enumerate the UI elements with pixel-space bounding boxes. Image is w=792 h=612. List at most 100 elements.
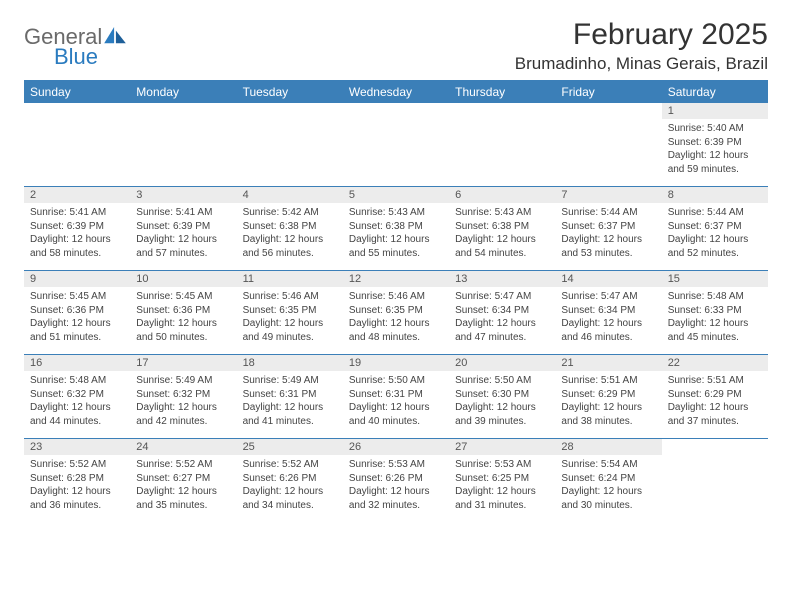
logo-sail-icon [104,27,126,45]
day-details-cell: Sunrise: 5:54 AMSunset: 6:24 PMDaylight:… [555,455,661,522]
sunset-text: Sunset: 6:38 PM [455,220,549,234]
sunset-text: Sunset: 6:39 PM [668,136,762,150]
daylight-text: Daylight: 12 hours and 53 minutes. [561,233,655,260]
sunset-text: Sunset: 6:27 PM [136,472,230,486]
day-number-cell: 16 [24,355,130,372]
sunrise-text: Sunrise: 5:48 AM [30,374,124,388]
sunrise-text: Sunrise: 5:41 AM [30,206,124,220]
daylight-text: Daylight: 12 hours and 52 minutes. [668,233,762,260]
sunset-text: Sunset: 6:29 PM [561,388,655,402]
day-details-cell: Sunrise: 5:48 AMSunset: 6:33 PMDaylight:… [662,287,768,355]
sunset-text: Sunset: 6:37 PM [561,220,655,234]
sunset-text: Sunset: 6:37 PM [668,220,762,234]
sunrise-text: Sunrise: 5:47 AM [561,290,655,304]
sunset-text: Sunset: 6:38 PM [243,220,337,234]
day-number-cell: 3 [130,187,236,204]
logo-word2: Blue [54,44,98,70]
weekday-header: Wednesday [343,81,449,103]
title-block: February 2025 Brumadinho, Minas Gerais, … [515,18,768,74]
day-details-cell: Sunrise: 5:44 AMSunset: 6:37 PMDaylight:… [662,203,768,271]
sunset-text: Sunset: 6:34 PM [455,304,549,318]
page-header: General Blue February 2025 Brumadinho, M… [24,18,768,74]
day-number-cell: 14 [555,271,661,288]
day-details-cell: Sunrise: 5:45 AMSunset: 6:36 PMDaylight:… [24,287,130,355]
sunrise-text: Sunrise: 5:42 AM [243,206,337,220]
sunrise-text: Sunrise: 5:41 AM [136,206,230,220]
sunrise-text: Sunrise: 5:43 AM [349,206,443,220]
daylight-text: Daylight: 12 hours and 31 minutes. [455,485,549,512]
daylight-text: Daylight: 12 hours and 41 minutes. [243,401,337,428]
sunset-text: Sunset: 6:36 PM [30,304,124,318]
day-details-cell: Sunrise: 5:50 AMSunset: 6:31 PMDaylight:… [343,371,449,439]
sunrise-text: Sunrise: 5:48 AM [668,290,762,304]
sunrise-text: Sunrise: 5:53 AM [455,458,549,472]
weekday-header: Monday [130,81,236,103]
sunset-text: Sunset: 6:35 PM [349,304,443,318]
daylight-text: Daylight: 12 hours and 50 minutes. [136,317,230,344]
weekday-header-row: Sunday Monday Tuesday Wednesday Thursday… [24,81,768,103]
day-details-row: Sunrise: 5:41 AMSunset: 6:39 PMDaylight:… [24,203,768,271]
day-details-row: Sunrise: 5:48 AMSunset: 6:32 PMDaylight:… [24,371,768,439]
day-number-cell: 2 [24,187,130,204]
day-number-cell [130,103,236,119]
daylight-text: Daylight: 12 hours and 45 minutes. [668,317,762,344]
day-number-cell: 21 [555,355,661,372]
day-number-cell: 23 [24,439,130,456]
day-number-row: 1 [24,103,768,119]
sunrise-text: Sunrise: 5:49 AM [243,374,337,388]
daylight-text: Daylight: 12 hours and 56 minutes. [243,233,337,260]
sunset-text: Sunset: 6:31 PM [349,388,443,402]
sunrise-text: Sunrise: 5:43 AM [455,206,549,220]
day-number-cell: 22 [662,355,768,372]
weekday-header: Sunday [24,81,130,103]
day-details-cell: Sunrise: 5:44 AMSunset: 6:37 PMDaylight:… [555,203,661,271]
day-number-cell: 6 [449,187,555,204]
sunrise-text: Sunrise: 5:45 AM [136,290,230,304]
sunrise-text: Sunrise: 5:46 AM [349,290,443,304]
sunset-text: Sunset: 6:25 PM [455,472,549,486]
day-details-cell: Sunrise: 5:40 AMSunset: 6:39 PMDaylight:… [662,119,768,187]
daylight-text: Daylight: 12 hours and 40 minutes. [349,401,443,428]
sunset-text: Sunset: 6:39 PM [136,220,230,234]
day-number-cell: 15 [662,271,768,288]
day-details-cell [343,119,449,187]
day-number-cell: 25 [237,439,343,456]
daylight-text: Daylight: 12 hours and 58 minutes. [30,233,124,260]
daylight-text: Daylight: 12 hours and 39 minutes. [455,401,549,428]
day-number-cell: 7 [555,187,661,204]
daylight-text: Daylight: 12 hours and 30 minutes. [561,485,655,512]
sunset-text: Sunset: 6:36 PM [136,304,230,318]
daylight-text: Daylight: 12 hours and 55 minutes. [349,233,443,260]
location-subtitle: Brumadinho, Minas Gerais, Brazil [515,54,768,74]
day-details-cell: Sunrise: 5:51 AMSunset: 6:29 PMDaylight:… [555,371,661,439]
weekday-header: Saturday [662,81,768,103]
day-details-cell: Sunrise: 5:50 AMSunset: 6:30 PMDaylight:… [449,371,555,439]
sunrise-text: Sunrise: 5:46 AM [243,290,337,304]
day-details-cell: Sunrise: 5:43 AMSunset: 6:38 PMDaylight:… [449,203,555,271]
day-details-cell [24,119,130,187]
logo: General Blue [24,18,126,50]
sunrise-text: Sunrise: 5:52 AM [30,458,124,472]
daylight-text: Daylight: 12 hours and 37 minutes. [668,401,762,428]
day-details-cell [449,119,555,187]
day-details-cell: Sunrise: 5:46 AMSunset: 6:35 PMDaylight:… [343,287,449,355]
day-number-cell: 5 [343,187,449,204]
day-details-cell: Sunrise: 5:52 AMSunset: 6:27 PMDaylight:… [130,455,236,522]
daylight-text: Daylight: 12 hours and 34 minutes. [243,485,337,512]
day-number-cell: 17 [130,355,236,372]
day-number-cell: 19 [343,355,449,372]
sunrise-text: Sunrise: 5:50 AM [349,374,443,388]
calendar-page: General Blue February 2025 Brumadinho, M… [0,0,792,532]
day-number-cell: 9 [24,271,130,288]
daylight-text: Daylight: 12 hours and 38 minutes. [561,401,655,428]
day-details-cell: Sunrise: 5:47 AMSunset: 6:34 PMDaylight:… [555,287,661,355]
sunset-text: Sunset: 6:24 PM [561,472,655,486]
sunrise-text: Sunrise: 5:51 AM [668,374,762,388]
day-details-cell: Sunrise: 5:51 AMSunset: 6:29 PMDaylight:… [662,371,768,439]
day-number-cell: 18 [237,355,343,372]
day-details-cell: Sunrise: 5:42 AMSunset: 6:38 PMDaylight:… [237,203,343,271]
day-details-cell: Sunrise: 5:53 AMSunset: 6:26 PMDaylight:… [343,455,449,522]
day-details-cell [130,119,236,187]
day-number-cell [343,103,449,119]
daylight-text: Daylight: 12 hours and 59 minutes. [668,149,762,176]
